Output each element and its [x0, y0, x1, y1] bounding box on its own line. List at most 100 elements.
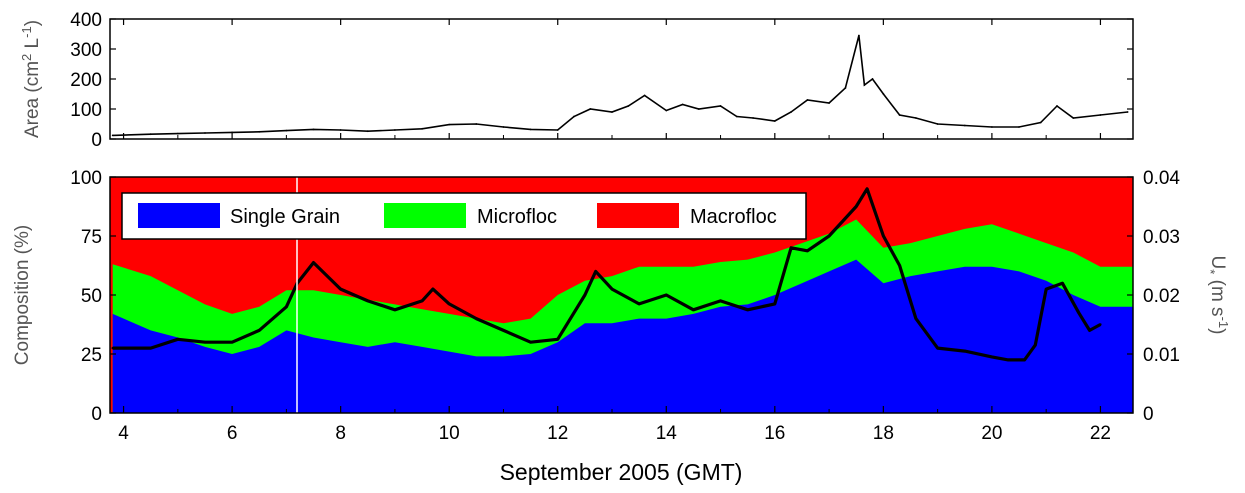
x-tick-label: 8: [335, 423, 346, 444]
ustar-y-tick-label: 0.03: [1143, 227, 1180, 248]
area-y-tick-label: 200: [70, 70, 102, 91]
area-point: [394, 129, 396, 131]
composition-y-tick-label: 0: [91, 404, 102, 425]
ustar-point: [882, 234, 885, 238]
x-tick-label: 16: [764, 423, 785, 444]
ustar-point: [475, 317, 478, 320]
ustar-y-axis-label-sub: *: [1203, 269, 1218, 274]
area-point: [752, 117, 754, 119]
area-point: [790, 111, 792, 113]
ustar-point: [594, 270, 597, 273]
area-y-axis-label-sup2: -1: [19, 26, 34, 38]
ustar-point: [431, 287, 435, 291]
ustar-y-tick-label: 0.04: [1143, 168, 1180, 189]
area-point: [844, 87, 847, 89]
ustar-point: [1034, 343, 1037, 347]
area-point: [991, 126, 993, 128]
x-tick-label: 22: [1090, 423, 1111, 444]
area-point: [502, 126, 505, 128]
ustar-point: [990, 355, 994, 359]
area-point: [828, 102, 830, 104]
x-tick-label: 10: [439, 423, 460, 444]
legend-swatch-single-grain: [138, 203, 220, 228]
ustar-y-axis-label-unit: (m s: [1207, 274, 1228, 316]
area-point: [589, 108, 592, 110]
area-point: [611, 111, 613, 113]
area-point: [681, 103, 684, 106]
ustar-point: [963, 349, 966, 353]
legend-swatch-macrofloc: [597, 203, 679, 228]
ustar-y-tick-label: 0.01: [1143, 345, 1180, 366]
ustar-point: [448, 302, 451, 306]
area-point: [863, 84, 866, 86]
ustar-point: [1088, 329, 1091, 332]
area-y-tick-label: 100: [70, 100, 102, 121]
area-point: [176, 132, 179, 135]
ustar-point: [692, 308, 695, 311]
area-point: [898, 114, 901, 116]
area-point: [366, 130, 369, 133]
ustar-point: [339, 287, 342, 291]
legend-label-single-grain: Single Grain: [230, 206, 340, 228]
area-point: [1126, 111, 1129, 113]
ustar-point: [556, 338, 559, 341]
ustar-point: [149, 346, 152, 350]
composition-y-axis-label: Composition (%): [12, 225, 33, 365]
area-point: [735, 115, 738, 118]
x-axis-label: September 2005 (GMT): [500, 459, 743, 485]
legend-label-macrofloc: Macrofloc: [690, 206, 777, 228]
ustar-point: [1023, 358, 1026, 362]
area-y-tick-label: 300: [70, 40, 102, 61]
area-plot-content: [111, 34, 1129, 137]
x-tick-label: 12: [547, 423, 568, 444]
ustar-y-axis-label-sup: -1: [1216, 317, 1231, 329]
area-point: [806, 99, 809, 101]
ustar-point: [1077, 311, 1080, 314]
ustar-point: [773, 302, 776, 306]
area-y-axis-label-mid: L: [22, 38, 43, 54]
ustar-point: [1061, 282, 1064, 285]
legend-label-microfloc: Microfloc: [477, 206, 557, 228]
area-point: [573, 115, 575, 118]
ustar-point: [865, 187, 869, 190]
area-point: [858, 34, 860, 37]
area-point: [882, 93, 885, 95]
legend: Single Grain Microfloc Macrofloc: [121, 192, 807, 240]
ustar-point: [936, 346, 939, 350]
area-point: [871, 78, 874, 80]
ustar-point: [1007, 358, 1010, 362]
ustar-point: [610, 287, 614, 291]
ustar-point: [420, 299, 424, 303]
ustar-point: [806, 249, 809, 252]
area-point: [231, 131, 234, 134]
area-point: [1072, 117, 1075, 119]
area-x-ticks: [122, 19, 1102, 139]
area-point: [719, 105, 722, 107]
ustar-y-axis-label-main: U: [1207, 256, 1228, 270]
x-tick-label: 4: [118, 423, 129, 444]
area-point: [529, 128, 532, 131]
ustar-point: [898, 264, 901, 267]
composition-y-ticks: 0 25 50 75 100: [70, 168, 116, 425]
area-y-axis-label-end: ): [22, 20, 43, 26]
area-panel: 0 100 200 300 400 Area (cm2 L-1): [19, 10, 1134, 151]
area-point: [285, 129, 288, 132]
ustar-y-tick-label: 0.02: [1143, 286, 1180, 307]
x-tick-label: 18: [873, 423, 894, 444]
area-y-tick-label: 0: [91, 130, 102, 151]
area-point: [627, 105, 630, 107]
composition-y-tick-label: 50: [81, 286, 102, 307]
area-panel-frame: [109, 18, 1134, 140]
area-point: [204, 132, 206, 134]
composition-x-ticks: 4 6 8 10 12 14 16 18 20 22: [118, 406, 1111, 444]
composition-panel: 0 25 50 75 100 0 0.01 0.02 0.03 0.04 4 6 8 10 12 14 16…: [12, 168, 1231, 485]
ustar-point: [502, 329, 505, 332]
area-point: [1039, 121, 1042, 124]
ustar-point: [637, 302, 641, 306]
area-y-axis-label-sup1: 2: [19, 54, 34, 61]
area-point: [556, 129, 559, 131]
area-point: [475, 123, 478, 125]
area-point: [1056, 105, 1058, 107]
area-point: [697, 108, 700, 110]
legend-swatch-microfloc: [384, 203, 466, 228]
